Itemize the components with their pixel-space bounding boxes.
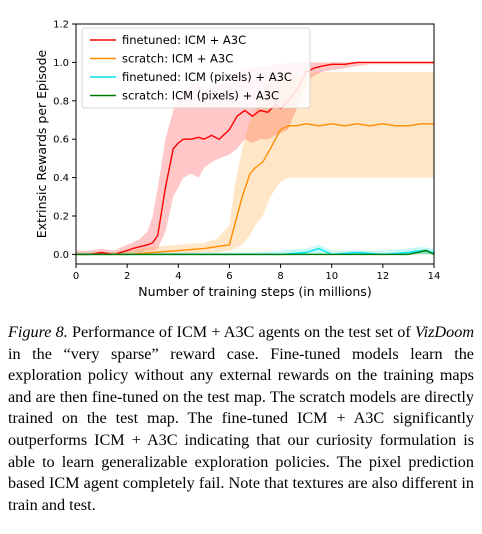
series-line xyxy=(76,249,435,256)
series-band xyxy=(76,72,434,255)
x-tick-label: 2 xyxy=(124,271,130,282)
y-tick-label: 1.2 xyxy=(53,20,69,31)
series-band xyxy=(76,62,434,255)
x-axis: 0 2 4 6 8 10 12 14 xyxy=(73,264,441,282)
caption-vizdoom: VizDoom xyxy=(414,323,475,341)
figure-caption: Figure 8. Performance of ICM + A3C agent… xyxy=(8,322,474,516)
y-axis-label: Extrinsic Rewards per Episode xyxy=(34,49,49,238)
legend: finetuned: ICM + A3C scratch: ICM + A3C fi… xyxy=(81,27,311,109)
y-tick-label: 0.0 xyxy=(53,250,69,261)
x-tick-label: 8 xyxy=(277,271,283,282)
legend-frame xyxy=(81,27,311,109)
x-tick-label: 14 xyxy=(428,271,441,282)
caption-text-pre: Performance of ICM + A3C agents on the t… xyxy=(72,323,415,341)
legend-entry: finetuned: ICM (pixels) + A3C xyxy=(122,70,292,84)
y-tick-label: 0.4 xyxy=(53,173,69,184)
legend-entry: scratch: ICM + A3C xyxy=(122,52,233,66)
y-tick-label: 0.8 xyxy=(53,96,69,107)
x-tick-label: 6 xyxy=(226,271,232,282)
y-tick-label: 1.0 xyxy=(53,58,69,69)
series-line xyxy=(76,123,434,256)
legend-entry: finetuned: ICM + A3C xyxy=(122,33,246,47)
x-tick-label: 12 xyxy=(376,271,389,282)
x-tick-label: 0 xyxy=(73,271,79,282)
y-tick-label: 0.6 xyxy=(53,135,69,146)
x-tick-label: 10 xyxy=(325,271,338,282)
x-tick-label: 4 xyxy=(175,271,181,282)
legend-entry: scratch: ICM (pixels) + A3C xyxy=(122,89,279,103)
series-band xyxy=(76,244,434,255)
series-line xyxy=(76,61,434,256)
y-tick-label: 0.2 xyxy=(53,212,69,223)
plot-frame xyxy=(75,23,435,265)
caption-label: Figure 8. xyxy=(8,323,68,341)
x-axis-label: Number of training steps (in millions) xyxy=(138,284,371,299)
chart: 0 2 4 6 8 10 12 14 0.0 0.2 0.4 0.6 0.8 1.0 1.2 Number… xyxy=(34,20,441,300)
caption-text-post: in the “very sparse” reward case. Fine-t… xyxy=(8,344,474,514)
series-lines xyxy=(76,61,435,256)
y-axis: 0.0 0.2 0.4 0.6 0.8 1.0 1.2 xyxy=(53,20,76,261)
